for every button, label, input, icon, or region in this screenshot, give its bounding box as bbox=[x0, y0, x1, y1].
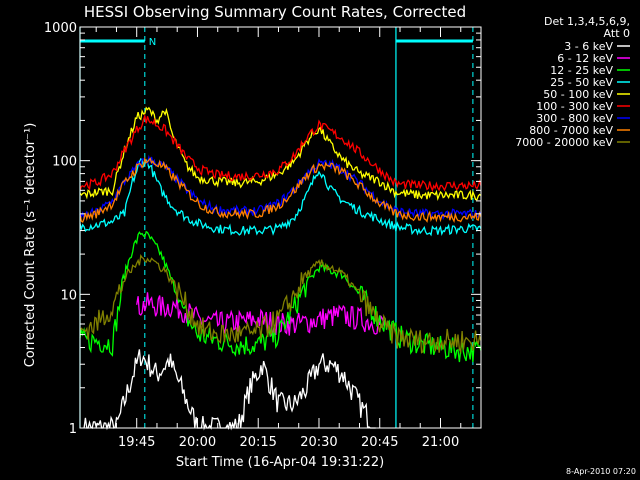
y-tick-label: 1 bbox=[69, 422, 77, 437]
legend-label: 3 - 6 keV bbox=[564, 40, 613, 53]
y-tick-label: 10 bbox=[60, 288, 77, 303]
legend-label: 6 - 12 keV bbox=[557, 52, 613, 65]
series-line-5 bbox=[79, 106, 482, 201]
legend-label: 25 - 50 keV bbox=[550, 76, 613, 89]
plot-frame bbox=[79, 26, 482, 429]
marker-annotation-label: N bbox=[149, 37, 156, 48]
x-tick-label: 19:45 bbox=[118, 435, 155, 450]
series-line-9 bbox=[79, 254, 482, 355]
series-line-1 bbox=[83, 349, 376, 431]
y-axis-label: Corrected Count Rate (s⁻¹ detector⁻¹) bbox=[23, 123, 38, 368]
legend-header-line-1: Det 1,3,4,5,6,9, bbox=[544, 15, 630, 28]
x-tick-label: 20:45 bbox=[361, 435, 398, 450]
legend-label: 800 - 7000 keV bbox=[529, 124, 613, 137]
legend-header-line-2: Att 0 bbox=[604, 27, 630, 40]
series-layer bbox=[79, 106, 482, 431]
legend-label: 100 - 300 keV bbox=[536, 100, 613, 113]
x-axis-label: Start Time (16-Apr-04 19:31:22) bbox=[176, 455, 384, 470]
generated-timestamp: 8-Apr-2010 07:20 bbox=[566, 467, 636, 476]
legend-label: 50 - 100 keV bbox=[543, 88, 613, 101]
x-tick-label: 20:30 bbox=[300, 435, 337, 450]
x-tick-label: 20:15 bbox=[239, 435, 276, 450]
chart-title: HESSI Observing Summary Count Rates, Cor… bbox=[84, 3, 466, 21]
tick-layer: 1 10 100 1000 19:45 20:00 20:15 20:30 20:45 21:00 bbox=[44, 21, 482, 450]
legend-label: 12 - 25 keV bbox=[550, 64, 613, 77]
series-line-6 bbox=[79, 113, 482, 193]
series-line-8 bbox=[79, 156, 482, 224]
x-tick-label: 20:00 bbox=[179, 435, 216, 450]
series-line-2 bbox=[136, 292, 389, 337]
y-tick-label: 1000 bbox=[44, 21, 77, 36]
y-tick-label: 100 bbox=[52, 155, 77, 170]
x-tick-label: 21:00 bbox=[422, 435, 459, 450]
legend-label: 300 - 800 keV bbox=[536, 112, 613, 125]
legend-label: 7000 - 20000 keV bbox=[515, 136, 613, 149]
